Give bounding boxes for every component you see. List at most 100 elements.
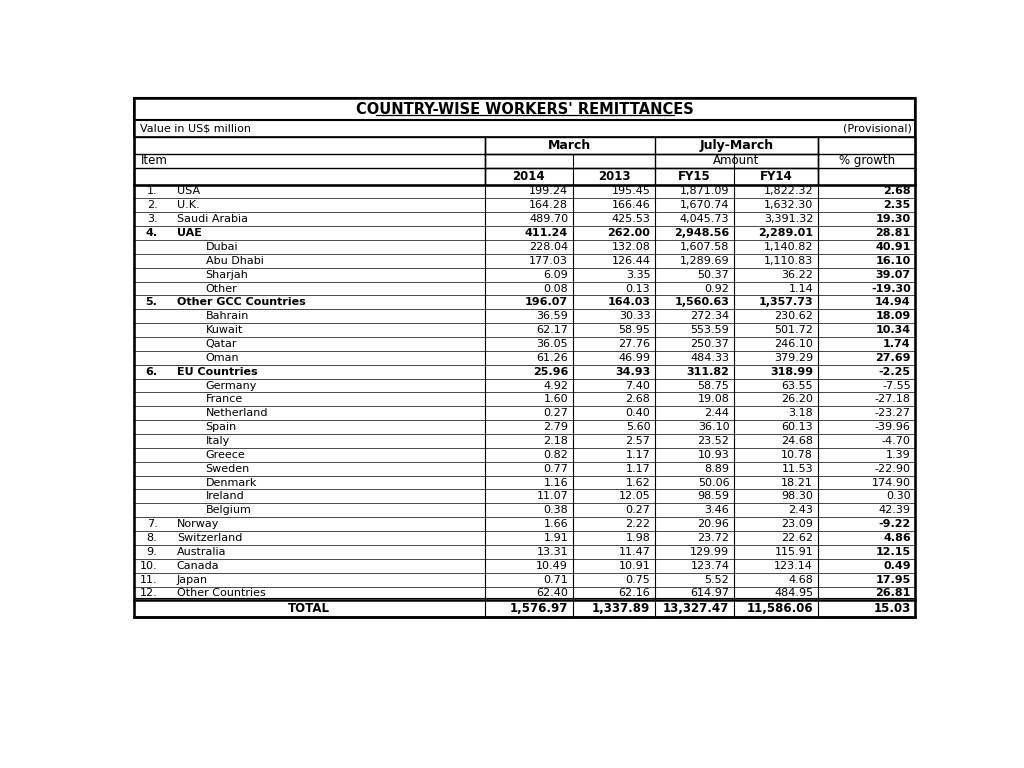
Text: 123.74: 123.74 <box>690 561 729 571</box>
Text: 115.91: 115.91 <box>774 547 813 557</box>
Text: 250.37: 250.37 <box>690 339 729 349</box>
Text: 11.07: 11.07 <box>537 492 568 502</box>
Text: 63.55: 63.55 <box>781 380 813 391</box>
Text: 0.08: 0.08 <box>544 283 568 293</box>
Text: 3.: 3. <box>146 214 158 224</box>
Text: -19.30: -19.30 <box>871 283 910 293</box>
Text: 4.86: 4.86 <box>883 533 910 543</box>
Text: 18.21: 18.21 <box>781 478 813 488</box>
Text: France: France <box>206 395 243 405</box>
Text: -22.90: -22.90 <box>874 464 910 474</box>
Text: Sweden: Sweden <box>206 464 250 474</box>
Text: 196.07: 196.07 <box>525 297 568 307</box>
Text: Other: Other <box>206 283 238 293</box>
Text: Ireland: Ireland <box>206 492 245 502</box>
Text: Amount: Amount <box>713 154 760 167</box>
Text: 0.30: 0.30 <box>886 492 910 502</box>
Text: 2.57: 2.57 <box>626 436 650 446</box>
Text: UAE: UAE <box>177 228 202 238</box>
Text: 311.82: 311.82 <box>686 366 729 376</box>
Text: Germany: Germany <box>206 380 257 391</box>
Text: 1,871.09: 1,871.09 <box>680 187 729 197</box>
Text: 614.97: 614.97 <box>690 588 729 598</box>
Text: 2.35: 2.35 <box>884 200 910 210</box>
Text: Abu Dhabi: Abu Dhabi <box>206 256 263 266</box>
Text: 60.13: 60.13 <box>781 422 813 432</box>
Text: 7.: 7. <box>146 519 158 529</box>
Bar <box>134 98 915 617</box>
Text: 411.24: 411.24 <box>525 228 568 238</box>
Text: U.K.: U.K. <box>177 200 200 210</box>
Text: 1.17: 1.17 <box>626 464 650 474</box>
Text: 3.46: 3.46 <box>705 505 729 515</box>
Text: 4.68: 4.68 <box>788 574 813 584</box>
Text: 262.00: 262.00 <box>607 228 650 238</box>
Text: Switzerland: Switzerland <box>177 533 243 543</box>
Text: Dubai: Dubai <box>206 242 239 252</box>
Text: 195.45: 195.45 <box>611 187 650 197</box>
Text: 5.52: 5.52 <box>705 574 729 584</box>
Text: 61.26: 61.26 <box>537 353 568 362</box>
Text: 1,140.82: 1,140.82 <box>764 242 813 252</box>
Text: 1.14: 1.14 <box>788 283 813 293</box>
Text: 6.09: 6.09 <box>544 270 568 280</box>
Text: 246.10: 246.10 <box>774 339 813 349</box>
Text: 0.77: 0.77 <box>544 464 568 474</box>
Text: 62.16: 62.16 <box>618 588 650 598</box>
Text: 23.09: 23.09 <box>781 519 813 529</box>
Text: 1.66: 1.66 <box>544 519 568 529</box>
Text: 4.92: 4.92 <box>543 380 568 391</box>
Text: 0.27: 0.27 <box>544 409 568 419</box>
Text: 11.47: 11.47 <box>618 547 650 557</box>
Text: TOTAL: TOTAL <box>289 602 331 615</box>
Text: 0.75: 0.75 <box>626 574 650 584</box>
Text: Australia: Australia <box>177 547 226 557</box>
Text: 30.33: 30.33 <box>618 311 650 321</box>
Text: 7.40: 7.40 <box>626 380 650 391</box>
Text: 166.46: 166.46 <box>611 200 650 210</box>
Text: (Provisional): (Provisional) <box>844 124 912 134</box>
Text: 1.17: 1.17 <box>626 450 650 460</box>
Text: 2.22: 2.22 <box>626 519 650 529</box>
Text: 98.59: 98.59 <box>697 492 729 502</box>
Text: 1,670.74: 1,670.74 <box>680 200 729 210</box>
Text: 2.18: 2.18 <box>544 436 568 446</box>
Text: 1.60: 1.60 <box>544 395 568 405</box>
Text: 16.10: 16.10 <box>876 256 910 266</box>
Text: Japan: Japan <box>177 574 208 584</box>
Text: 1,576.97: 1,576.97 <box>510 602 568 615</box>
Text: 484.95: 484.95 <box>774 588 813 598</box>
Text: 26.20: 26.20 <box>781 395 813 405</box>
Text: 11.: 11. <box>140 574 158 584</box>
Text: 2,948.56: 2,948.56 <box>674 228 729 238</box>
Text: 20.96: 20.96 <box>697 519 729 529</box>
Text: 50.06: 50.06 <box>697 478 729 488</box>
Text: 9.: 9. <box>146 547 158 557</box>
Text: 1,632.30: 1,632.30 <box>764 200 813 210</box>
Bar <box>134 120 915 137</box>
Text: 1.91: 1.91 <box>544 533 568 543</box>
Text: Other GCC Countries: Other GCC Countries <box>177 297 305 307</box>
Text: 39.07: 39.07 <box>876 270 910 280</box>
Bar <box>134 167 915 184</box>
Text: -4.70: -4.70 <box>882 436 910 446</box>
Text: 14.94: 14.94 <box>876 297 910 307</box>
Text: 0.71: 0.71 <box>544 574 568 584</box>
Text: 132.08: 132.08 <box>611 242 650 252</box>
Text: March: March <box>548 139 592 152</box>
Text: 1,357.73: 1,357.73 <box>759 297 813 307</box>
Text: 40.91: 40.91 <box>876 242 910 252</box>
Text: 5.60: 5.60 <box>626 422 650 432</box>
Text: 13.31: 13.31 <box>537 547 568 557</box>
Text: 58.75: 58.75 <box>697 380 729 391</box>
Text: Sharjah: Sharjah <box>206 270 249 280</box>
Text: Spain: Spain <box>206 422 237 432</box>
Text: 0.38: 0.38 <box>544 505 568 515</box>
Text: Value in US$ million: Value in US$ million <box>140 124 252 134</box>
Text: 5.: 5. <box>145 297 158 307</box>
Text: 0.82: 0.82 <box>544 450 568 460</box>
Text: 22.62: 22.62 <box>781 533 813 543</box>
Text: 1.: 1. <box>146 187 158 197</box>
Text: -23.27: -23.27 <box>874 409 910 419</box>
Text: 164.03: 164.03 <box>607 297 650 307</box>
